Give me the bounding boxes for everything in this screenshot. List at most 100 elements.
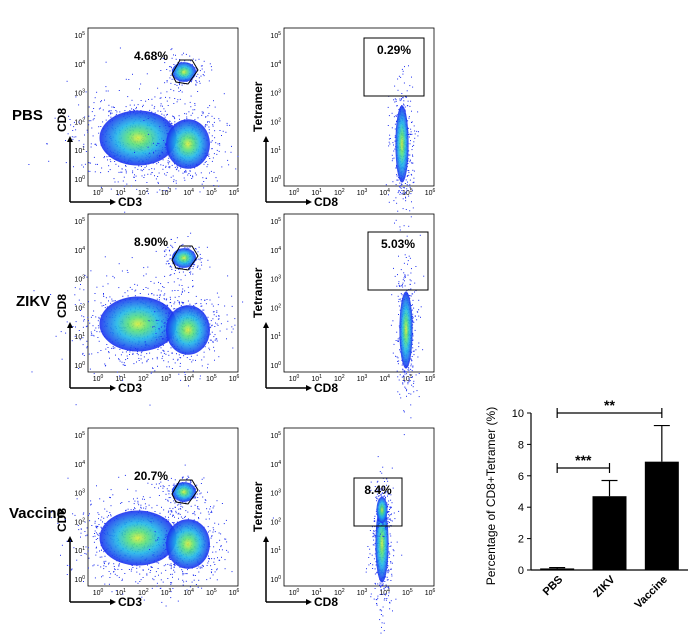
bar-vaccine xyxy=(644,461,679,570)
gate-polygon xyxy=(171,245,199,271)
y-tick-label: 105 xyxy=(270,31,281,40)
x-tick-label: 106 xyxy=(229,374,240,383)
y-tick-label: 104 xyxy=(74,460,85,469)
gate-percent: 4.68% xyxy=(134,49,168,63)
x-tick-label: 102 xyxy=(334,374,345,383)
y-tick-label: 105 xyxy=(74,217,85,226)
row-label-zikv: ZIKV xyxy=(16,293,50,310)
y-axis-label: CD8 xyxy=(55,108,69,132)
x-tick-label: 103 xyxy=(357,588,368,597)
y-tick-label: 102 xyxy=(74,117,85,126)
gate-percent: 0.29% xyxy=(377,43,411,57)
bar-y-tick-label: 2 xyxy=(518,534,524,546)
x-tick-label: 100 xyxy=(289,374,300,383)
x-tick-label: 101 xyxy=(311,588,322,597)
gate-percent: 8.4% xyxy=(364,483,392,497)
y-tick-label: 104 xyxy=(270,60,281,69)
y-tick-label: 103 xyxy=(74,275,85,284)
y-tick-label: 101 xyxy=(270,546,281,555)
significance-label: ** xyxy=(604,397,615,413)
x-tick-label: 105 xyxy=(402,188,413,197)
x-tick-label: 101 xyxy=(311,374,322,383)
flow-panel-left-2: 100 101 102 103 104 105 100 101 102 103 104 105 106 C… xyxy=(51,427,274,609)
bar-pbs xyxy=(540,568,575,570)
y-tick-label: 103 xyxy=(270,489,281,498)
y-tick-label: 104 xyxy=(74,60,85,69)
x-tick-label: 106 xyxy=(229,188,240,197)
x-axis-label: CD3 xyxy=(118,381,142,395)
y-tick-label: 101 xyxy=(74,332,85,341)
x-tick-label: 104 xyxy=(183,374,194,383)
x-tick-label: 100 xyxy=(289,588,300,597)
y-axis-label: Tetramer xyxy=(251,267,265,318)
y-tick-label: 102 xyxy=(270,517,281,526)
y-tick-label: 104 xyxy=(270,246,281,255)
bar-chart: Percentage of CD8+Tetramer (%) 0 2 4 6 8 10 P… xyxy=(484,397,688,611)
y-tick-label: 105 xyxy=(74,431,85,440)
x-tick-label: 102 xyxy=(334,188,345,197)
x-tick-label: 100 xyxy=(93,588,104,597)
x-axis-label: CD8 xyxy=(314,381,338,395)
y-tick-label: 103 xyxy=(74,489,85,498)
y-tick-label: 100 xyxy=(270,361,281,370)
gate-percent: 5.03% xyxy=(381,237,415,251)
event-cloud xyxy=(390,234,425,436)
x-tick-label: 103 xyxy=(161,374,172,383)
bar-bars xyxy=(540,424,679,570)
y-tick-label: 103 xyxy=(74,89,85,98)
x-axis-label: CD3 xyxy=(118,595,142,609)
row-label-pbs: PBS xyxy=(12,107,43,124)
y-tick-label: 103 xyxy=(270,275,281,284)
y-tick-label: 102 xyxy=(270,303,281,312)
gate-polygon xyxy=(171,479,199,505)
panel-frame xyxy=(283,427,435,587)
y-tick-label: 102 xyxy=(74,303,85,312)
y-tick-label: 105 xyxy=(270,431,281,440)
x-tick-label: 104 xyxy=(183,588,194,597)
x-tick-label: 104 xyxy=(183,188,194,197)
x-tick-label: 106 xyxy=(425,188,436,197)
y-tick-label: 100 xyxy=(74,361,85,370)
gate-rectangle xyxy=(363,37,425,97)
x-tick-label: 101 xyxy=(115,374,126,383)
y-axis-label: Tetramer xyxy=(251,481,265,532)
x-axis-label: CD3 xyxy=(118,195,142,209)
y-tick-label: 100 xyxy=(74,575,85,584)
bar-significance: ***** xyxy=(556,397,663,473)
event-cloud xyxy=(31,232,244,406)
event-cloud xyxy=(28,47,239,213)
bar-categories: PBS ZIKV Vaccine xyxy=(541,573,670,611)
bar-chart-ylabel: Percentage of CD8+Tetramer (%) xyxy=(484,407,498,585)
x-tick-label: 104 xyxy=(379,374,390,383)
x-tick-label: 103 xyxy=(357,188,368,197)
x-tick-label: 100 xyxy=(93,188,104,197)
bar-y-tick-label: 0 xyxy=(518,565,524,577)
x-tick-label: 106 xyxy=(425,588,436,597)
gate-percent: 20.7% xyxy=(134,469,168,483)
x-tick-label: 101 xyxy=(115,188,126,197)
flow-panel-left-1: 100 101 102 103 104 105 100 101 102 103 104 105 106 C… xyxy=(31,213,244,406)
x-tick-label: 102 xyxy=(138,374,149,383)
y-tick-label: 100 xyxy=(270,175,281,184)
x-tick-label: 100 xyxy=(289,188,300,197)
y-tick-label: 105 xyxy=(74,31,85,40)
gate-percent: 8.90% xyxy=(134,235,168,249)
y-tick-label: 101 xyxy=(74,146,85,155)
y-tick-label: 104 xyxy=(74,246,85,255)
x-axis-label: CD8 xyxy=(314,595,338,609)
y-tick-label: 102 xyxy=(74,517,85,526)
x-tick-label: 103 xyxy=(161,188,172,197)
y-tick-label: 101 xyxy=(270,146,281,155)
flow-panel-right-0: 100 101 102 103 104 105 100 101 102 103 104 105 106 C… xyxy=(251,27,436,237)
flow-panel-left-0: 100101102103104105100101102103104105106C… xyxy=(28,27,240,213)
bar-y-tick-label: 8 xyxy=(518,439,524,451)
bar-category-label: ZIKV xyxy=(591,573,618,600)
flow-panel-right-1: 100101102103104105100101102103104105106C… xyxy=(251,213,436,436)
y-tick-label: 105 xyxy=(270,217,281,226)
bar-y-ticks: 0 2 4 6 8 10 xyxy=(512,408,531,577)
y-tick-label: 103 xyxy=(270,89,281,98)
x-tick-label: 104 xyxy=(379,188,390,197)
x-tick-label: 101 xyxy=(311,188,322,197)
x-tick-label: 103 xyxy=(357,374,368,383)
